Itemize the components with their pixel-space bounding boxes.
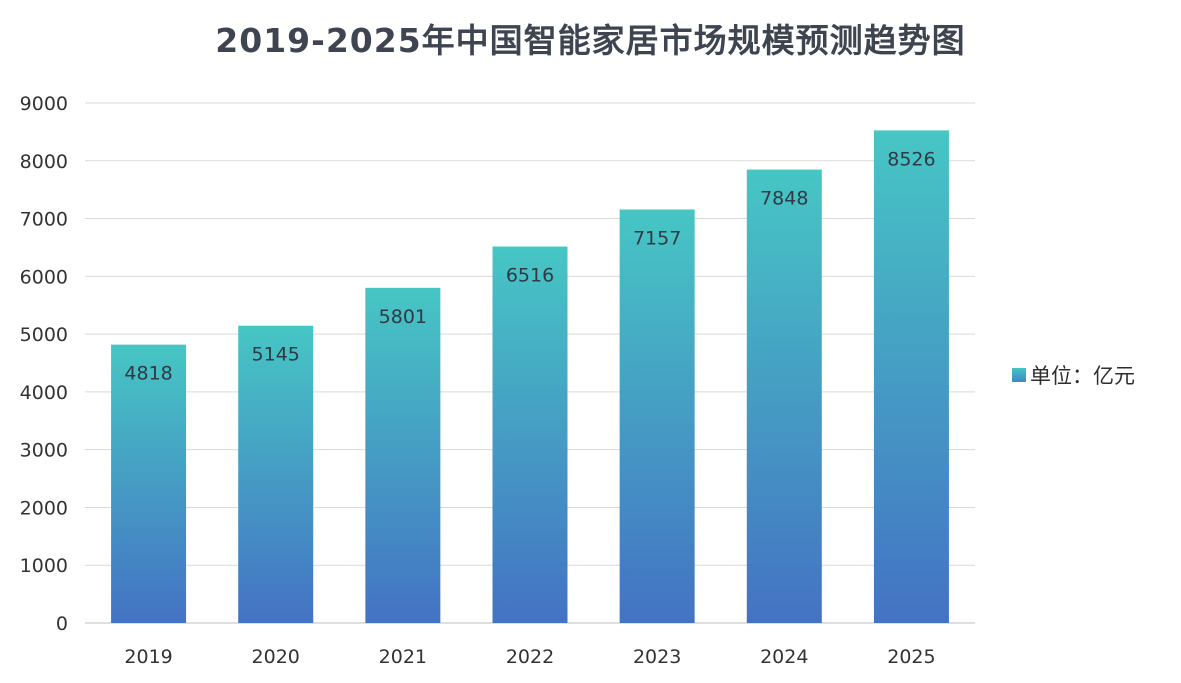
x-tick-label: 2020: [252, 646, 300, 668]
y-tick-label: 5000: [20, 324, 68, 346]
y-tick-label: 0: [56, 613, 68, 635]
legend: 单位：亿元: [1012, 360, 1135, 390]
bar-value-label: 8526: [887, 148, 935, 170]
y-axis-tick-labels: 0 1000 2000 3000 4000 5000 6000 7000 8000 9000: [20, 93, 68, 635]
bar-value-label: 5801: [379, 306, 427, 328]
bars: [111, 130, 949, 624]
bar-value-label: 5145: [252, 344, 300, 366]
x-tick-label: 2024: [760, 646, 808, 668]
bar-2021: [365, 287, 441, 623]
bar-2019: [111, 344, 187, 623]
y-tick-label: 4000: [20, 382, 68, 404]
bar-value-label: 4818: [124, 363, 172, 385]
y-tick-label: 8000: [20, 151, 68, 173]
y-tick-label: 7000: [20, 209, 68, 231]
x-tick-label: 2025: [887, 646, 935, 668]
y-tick-label: 1000: [20, 555, 68, 577]
x-axis-tick-labels: 2019 2020 2021 2022 2023 2024 2025: [124, 646, 935, 668]
bar-2022: [492, 246, 568, 623]
bar-value-labels: 4818 5145 5801 6516 7157 7848 8526: [124, 148, 935, 384]
x-tick-label: 2023: [633, 646, 681, 668]
bar-value-label: 7157: [633, 227, 681, 249]
x-tick-label: 2022: [506, 646, 554, 668]
bar-value-label: 7848: [760, 188, 808, 210]
y-tick-label: 6000: [20, 266, 68, 288]
bar-value-label: 6516: [506, 265, 554, 287]
bar-2023: [619, 209, 695, 624]
bar-2024: [746, 169, 822, 623]
y-tick-label: 9000: [20, 93, 68, 115]
y-tick-label: 3000: [20, 440, 68, 462]
legend-label: 单位：亿元: [1030, 364, 1135, 388]
x-tick-label: 2021: [379, 646, 427, 668]
y-tick-label: 2000: [20, 497, 68, 519]
chart-title: 2019-2025年中国智能家居市场规模预测趋势图: [215, 21, 966, 60]
bar-2025: [873, 130, 949, 624]
legend-swatch: [1012, 368, 1026, 382]
x-tick-label: 2019: [124, 646, 172, 668]
bar-2020: [238, 325, 314, 623]
